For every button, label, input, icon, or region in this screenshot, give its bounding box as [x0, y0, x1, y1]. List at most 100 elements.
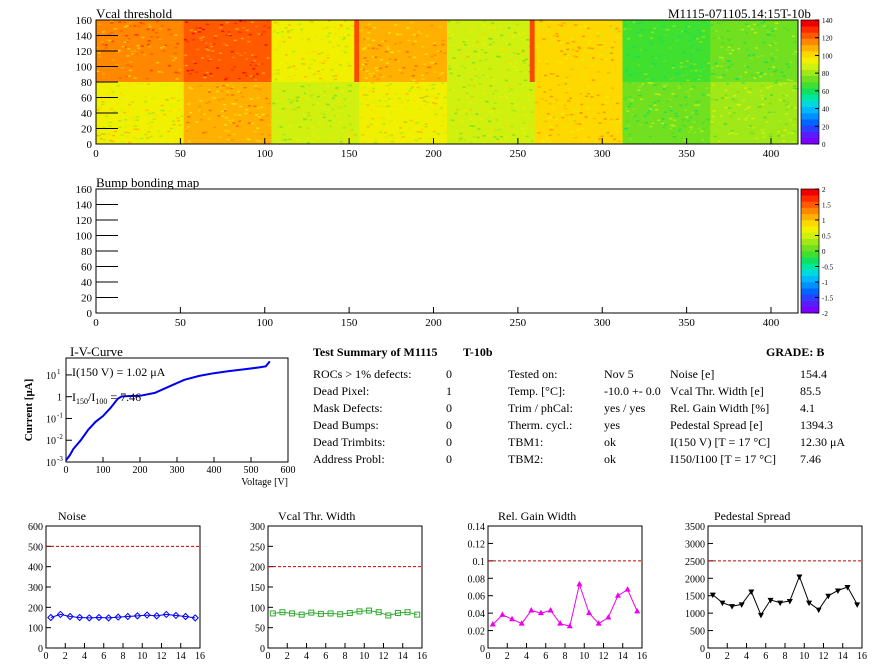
pixel-noise [256, 96, 260, 99]
pixel-noise [590, 116, 594, 119]
pixel-noise [470, 95, 474, 98]
palette-tick-label: 0.5 [822, 233, 831, 241]
pixel-noise [760, 129, 764, 131]
y-tick-label: 0 [480, 644, 485, 655]
pixel-noise [566, 85, 570, 87]
pixel-noise [454, 29, 458, 32]
pixel-noise [306, 86, 310, 88]
pixel-noise [470, 88, 474, 90]
data-point [414, 611, 421, 618]
pixel-noise [224, 78, 228, 81]
pixel-noise [328, 119, 332, 122]
pixel-noise [595, 125, 599, 127]
pixel-noise [557, 84, 561, 86]
summary-value: 4.1 [800, 401, 815, 415]
data-point [133, 612, 142, 620]
pixel-noise [401, 26, 405, 29]
pixel-noise [794, 50, 798, 53]
pixel-noise [687, 120, 691, 122]
pixel-noise [236, 52, 240, 55]
pixel-noise [255, 25, 259, 28]
pixel-noise [423, 59, 427, 61]
pixel-noise [335, 87, 339, 89]
pixel-noise [733, 95, 737, 97]
pixel-noise [162, 101, 166, 103]
pixel-noise [451, 95, 455, 97]
pixel-noise [207, 101, 211, 103]
pixel-noise [656, 100, 660, 102]
pixel-noise [518, 113, 522, 116]
data-point [66, 612, 74, 621]
pixel-noise [333, 44, 337, 47]
pixel-noise [364, 26, 368, 29]
pixel-noise [443, 102, 447, 104]
pixel-noise [101, 103, 105, 106]
palette-cell [801, 69, 819, 77]
pixel-noise [584, 116, 588, 118]
pixel-noise [120, 109, 124, 111]
pixel-noise [524, 79, 528, 82]
pixel-noise [782, 95, 786, 97]
iv-annotation-part: 100 [95, 397, 107, 406]
pixel-noise [701, 139, 705, 141]
pixel-noise [676, 85, 680, 88]
pixel-noise [372, 56, 376, 58]
pixel-noise [565, 91, 569, 94]
pixel-noise [778, 83, 782, 86]
pixel-noise [243, 52, 247, 54]
summary-value: -10.0 +- 0.0 [604, 384, 661, 398]
pixel-noise [420, 74, 424, 77]
pixel-noise [443, 131, 447, 134]
pixel-noise [352, 42, 356, 44]
y-tick-label: 2000 [685, 574, 705, 585]
pixel-noise [232, 133, 236, 136]
pixel-noise [733, 71, 737, 73]
pixel-noise [522, 60, 526, 62]
pixel-noise [662, 126, 666, 129]
pixel-noise [596, 94, 600, 97]
pixel-noise [757, 109, 761, 112]
pixel-noise [447, 20, 451, 23]
pixel-noise [512, 52, 516, 54]
pixel-noise [454, 112, 458, 115]
pixel-noise [340, 101, 344, 103]
x-tick-label: 50 [175, 148, 187, 160]
pixel-noise [579, 112, 583, 114]
pixel-noise [782, 99, 786, 102]
pixel-noise [512, 49, 516, 52]
pixel-noise [407, 39, 411, 42]
pixel-noise [634, 55, 638, 58]
pixel-noise [594, 76, 598, 79]
pixel-noise [253, 79, 257, 81]
pixel-noise [273, 73, 277, 75]
summary-label: TBM2: [508, 452, 544, 466]
pixel-noise [743, 64, 747, 67]
pixel-noise [570, 119, 574, 122]
pixel-noise [686, 90, 690, 93]
pixel-noise [569, 37, 573, 40]
data-point [576, 580, 583, 587]
pixel-noise [790, 79, 794, 82]
pixel-noise [668, 98, 672, 101]
pixel-noise [766, 34, 770, 36]
pixel-noise [150, 53, 154, 55]
pixel-noise [596, 32, 600, 34]
pixel-noise [693, 104, 697, 107]
pixel-noise [265, 115, 269, 117]
pixel-noise [436, 105, 440, 107]
pixel-noise [619, 46, 623, 48]
pixel-noise [564, 107, 568, 110]
pixel-noise [587, 107, 591, 109]
pixel-noise [496, 138, 500, 140]
pixel-noise [602, 88, 606, 91]
pixel-noise [599, 31, 603, 34]
pixel-noise [519, 70, 523, 73]
pixel-noise [757, 137, 761, 139]
pixel-noise [102, 126, 106, 129]
summary-label: I(150 V) [T = 17 °C] [670, 435, 771, 449]
pixel-noise [362, 94, 366, 96]
pixel-noise [447, 35, 451, 37]
pixel-noise [109, 87, 113, 90]
pixel-noise [561, 21, 565, 24]
pixel-noise [222, 84, 226, 87]
